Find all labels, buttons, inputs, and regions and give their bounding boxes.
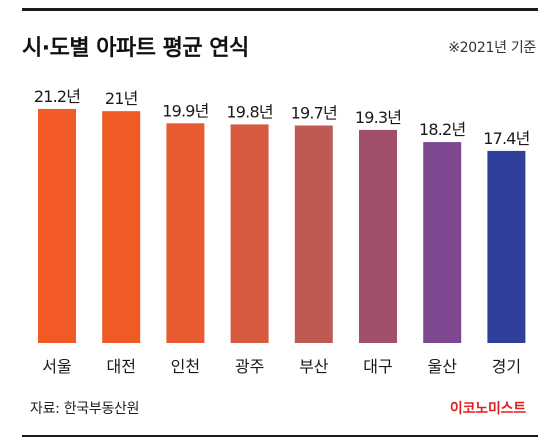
bar-서울	[38, 108, 76, 344]
chart-title: 시·도별 아파트 평균 연식	[22, 36, 249, 61]
bar-울산	[423, 142, 462, 343]
value-label-광주: 19.8년	[226, 102, 272, 121]
category-label-서울: 서울	[42, 357, 71, 376]
value-label-대전: 21년	[105, 89, 138, 108]
category-label-경기: 경기	[492, 357, 521, 376]
value-label-대구: 19.3년	[355, 108, 401, 127]
category-label-부산: 부산	[299, 357, 329, 376]
bar-대전	[102, 111, 141, 343]
bar-인천	[166, 123, 205, 343]
bottom-rule	[22, 435, 538, 437]
value-label-서울: 21.2년	[34, 87, 80, 106]
value-label-경기: 17.4년	[483, 129, 529, 148]
top-rule	[22, 8, 538, 11]
category-label-대전: 대전	[106, 357, 135, 376]
bar-대구	[359, 129, 397, 343]
bar-부산	[294, 125, 333, 344]
category-label-인천: 인천	[171, 357, 200, 376]
category-label-대구: 대구	[363, 357, 392, 376]
value-label-부산: 19.7년	[291, 104, 337, 123]
source-label: 자료: 한국부동산원	[30, 401, 140, 417]
value-label-울산: 18.2년	[419, 120, 465, 139]
bar-경기	[487, 150, 526, 343]
category-label-광주: 광주	[235, 357, 264, 376]
value-label-인천: 19.9년	[162, 101, 208, 120]
category-label-울산: 울산	[427, 357, 457, 376]
publisher-logo: 이코노미스트	[449, 401, 526, 417]
bar-광주	[230, 124, 269, 344]
reference-year-note: ※2021년 기준	[448, 40, 536, 56]
